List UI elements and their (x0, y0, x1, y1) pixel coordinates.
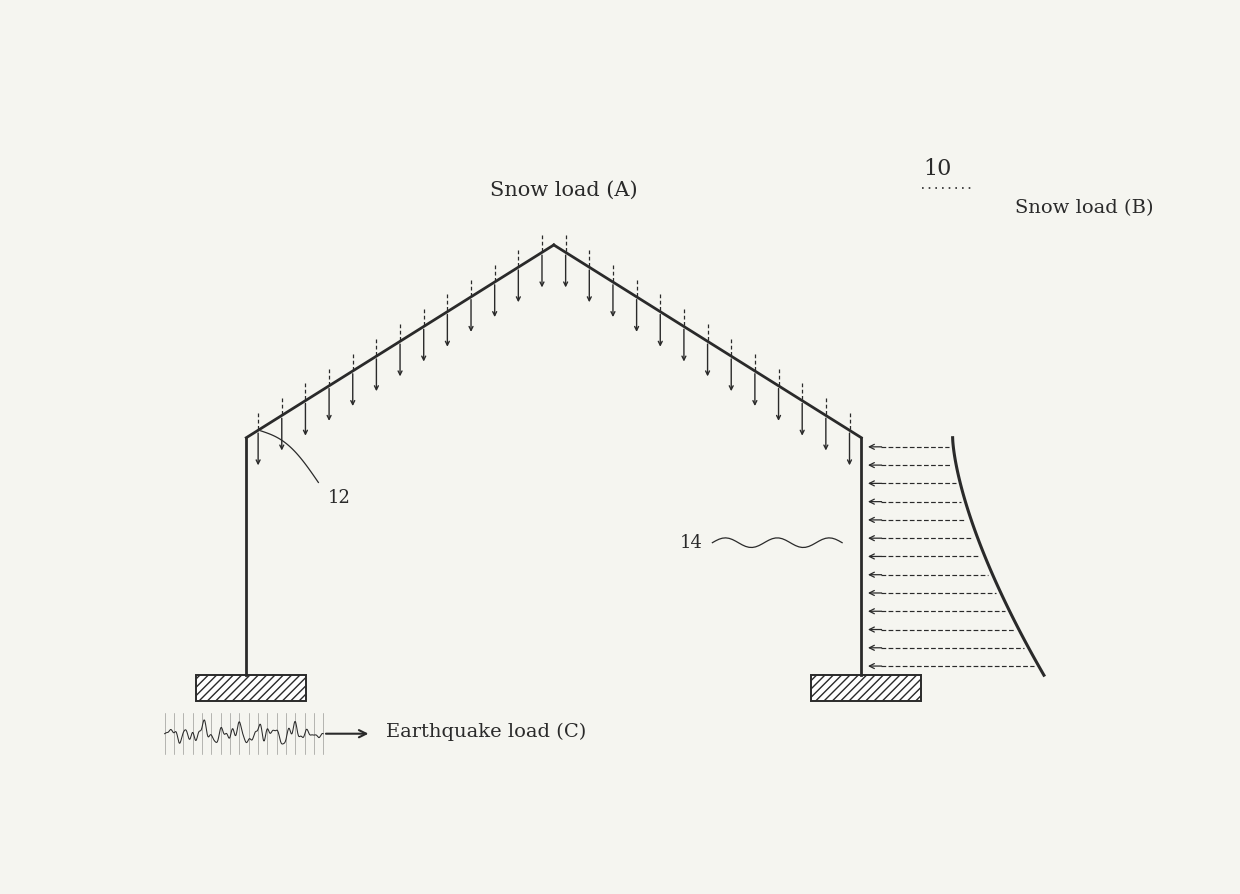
Text: Snow load (B): Snow load (B) (1016, 199, 1153, 217)
Text: 14: 14 (680, 534, 703, 552)
Bar (196, 675, 306, 702)
Text: 12: 12 (327, 489, 351, 507)
Text: 10: 10 (924, 157, 952, 180)
Text: Snow load (A): Snow load (A) (490, 181, 637, 200)
Bar (811, 675, 921, 702)
Text: Earthquake load (C): Earthquake load (C) (386, 722, 585, 741)
